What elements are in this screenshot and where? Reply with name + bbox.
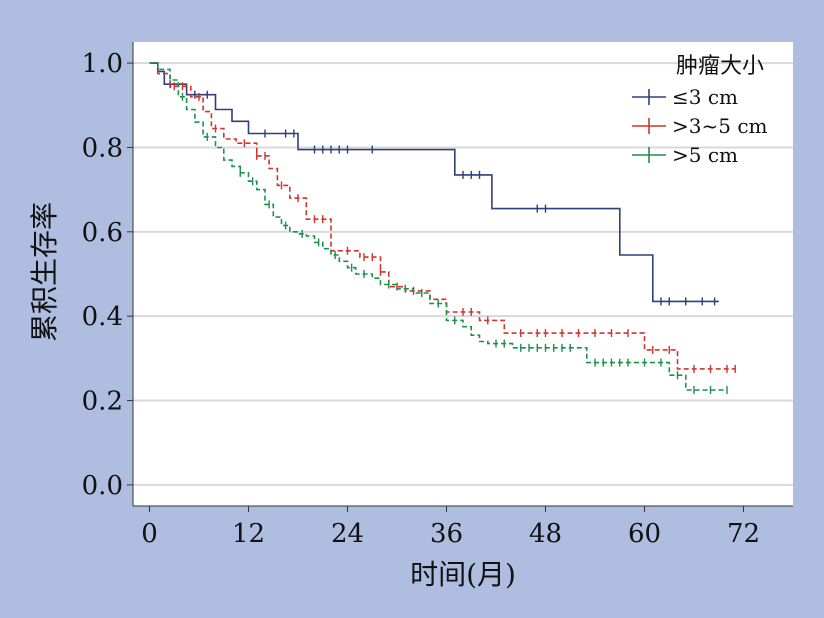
- x-tick-label: 60: [628, 519, 661, 549]
- legend-label-3: >5 cm: [672, 143, 738, 167]
- y-tick-label: 0.8: [82, 133, 123, 163]
- x-ticks: 0 12 24 36 48 60 72: [141, 506, 760, 549]
- legend-label-1: ≤3 cm: [672, 85, 738, 109]
- y-tick-label: 0.6: [82, 218, 123, 248]
- y-tick-label: 1.0: [82, 49, 123, 79]
- y-ticks: 0.0 0.2 0.4 0.6 0.8 1.0: [82, 49, 133, 501]
- series-line-2: [149, 62, 736, 370]
- series-line-1: [149, 62, 719, 303]
- y-tick-label: 0.2: [82, 387, 123, 417]
- plot-panel: [133, 42, 793, 506]
- x-tick-label: 0: [141, 519, 158, 549]
- axes: [132, 42, 793, 507]
- grid-lines: [133, 62, 793, 486]
- series-line-3: [149, 62, 727, 391]
- y-tick-label: 0.0: [82, 471, 123, 501]
- x-tick-label: 72: [727, 519, 760, 549]
- y-axis-label: 累积生存率: [28, 202, 61, 342]
- x-tick-label: 24: [331, 519, 364, 549]
- x-tick-label: 12: [232, 519, 265, 549]
- legend: 肿瘤大小 ≤3 cm >3~5 cm >5 cm: [632, 54, 768, 167]
- x-axis-label: 时间(月): [410, 558, 516, 591]
- legend-title: 肿瘤大小: [676, 54, 764, 79]
- x-tick-label: 48: [529, 519, 562, 549]
- x-tick-label: 36: [430, 519, 463, 549]
- series-layer: [149, 62, 736, 394]
- y-tick-label: 0.4: [82, 302, 123, 332]
- legend-label-2: >3~5 cm: [672, 114, 768, 138]
